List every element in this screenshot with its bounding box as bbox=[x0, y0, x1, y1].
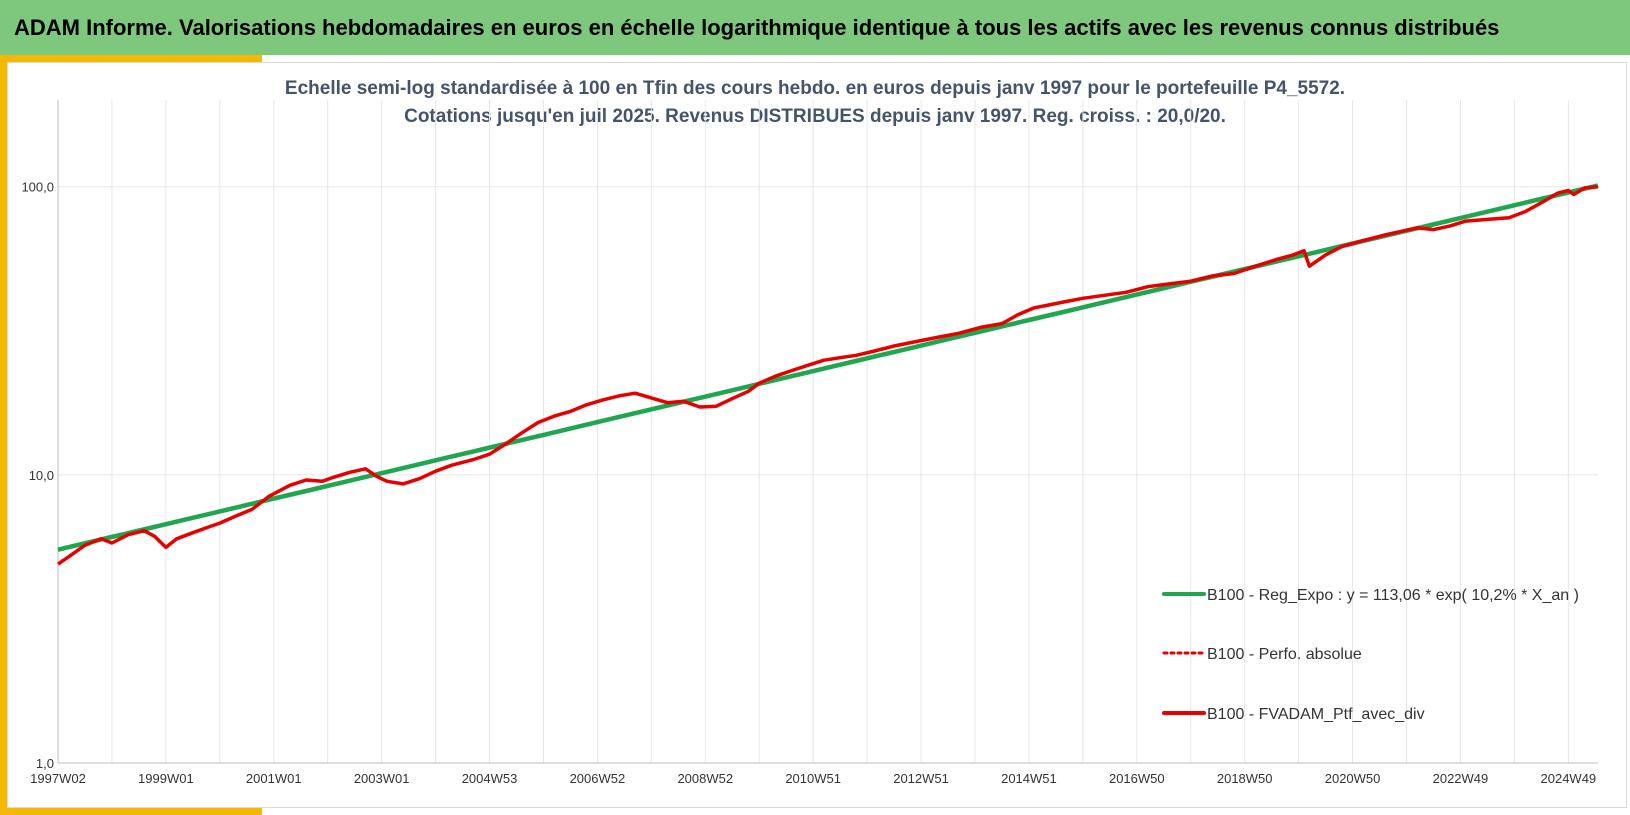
x-tick-label: 2008W52 bbox=[677, 771, 733, 786]
x-tick-label: 2012W51 bbox=[893, 771, 949, 786]
y-tick-label: 100,0 bbox=[21, 180, 54, 195]
y-gridlines bbox=[57, 100, 1598, 764]
x-tick-label: 2022W49 bbox=[1433, 771, 1489, 786]
portfolio-line bbox=[57, 184, 1599, 566]
x-tick-label: 2016W50 bbox=[1109, 771, 1165, 786]
x-gridlines bbox=[57, 100, 1569, 763]
accent-bar-top bbox=[0, 55, 262, 62]
legend: B100 - Reg_Expo : y = 113,06 * exp( 10,2… bbox=[1162, 587, 1579, 723]
x-tick-label: 2004W53 bbox=[462, 771, 518, 786]
x-axis: 1997W02 1999W01 2001W01 2003W01 2004W53 2006W… bbox=[30, 771, 1596, 786]
title-banner: ADAM Informe. Valorisations hebdomadaire… bbox=[0, 0, 1630, 55]
page-title: ADAM Informe. Valorisations hebdomadaire… bbox=[14, 14, 1500, 40]
chart-frame bbox=[7, 62, 1627, 808]
x-tick-label: 2006W52 bbox=[570, 771, 626, 786]
x-tick-label: 2018W50 bbox=[1217, 771, 1273, 786]
legend-entry: B100 - Reg_Expo : y = 113,06 * exp( 10,2… bbox=[1207, 587, 1579, 604]
chart-subtitle: Cotations jusqu'en juil 2025. Revenus DI… bbox=[404, 106, 1226, 127]
x-tick-label: 2014W51 bbox=[1001, 771, 1057, 786]
x-tick-label: 1999W01 bbox=[138, 771, 194, 786]
y-tick-label: 10,0 bbox=[29, 468, 54, 483]
x-tick-label: 2001W01 bbox=[246, 771, 302, 786]
chart-title: Echelle semi-log standardisée à 100 en T… bbox=[284, 78, 1346, 99]
y-axis: 1,0 10,0 100,0 bbox=[21, 180, 54, 771]
y-tick-label: 1,0 bbox=[36, 756, 54, 771]
x-tick-label: 2003W01 bbox=[354, 771, 410, 786]
x-tick-label: 2024W49 bbox=[1541, 771, 1597, 786]
legend-entry: B100 - Perfo. absolue bbox=[1207, 646, 1362, 663]
accent-bar-bottom bbox=[0, 808, 262, 815]
x-tick-label: 2010W51 bbox=[785, 771, 841, 786]
series-layer bbox=[57, 183, 1599, 566]
accent-bar-left bbox=[0, 55, 7, 815]
legend-entry: B100 - FVADAM_Ptf_avec_div bbox=[1207, 706, 1425, 723]
x-tick-label: 1997W02 bbox=[30, 771, 86, 786]
x-tick-label: 2020W50 bbox=[1325, 771, 1381, 786]
